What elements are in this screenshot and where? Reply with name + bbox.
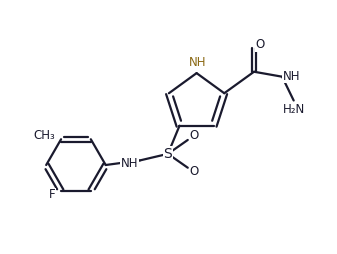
Text: F: F (49, 188, 55, 201)
Text: NH: NH (188, 56, 206, 69)
Text: NH: NH (283, 70, 300, 83)
Text: CH₃: CH₃ (33, 129, 55, 142)
Text: O: O (255, 38, 265, 51)
Text: O: O (190, 130, 199, 142)
Text: H₂N: H₂N (282, 103, 305, 116)
Text: S: S (163, 147, 172, 161)
Text: O: O (190, 165, 199, 178)
Text: NH: NH (121, 157, 138, 170)
